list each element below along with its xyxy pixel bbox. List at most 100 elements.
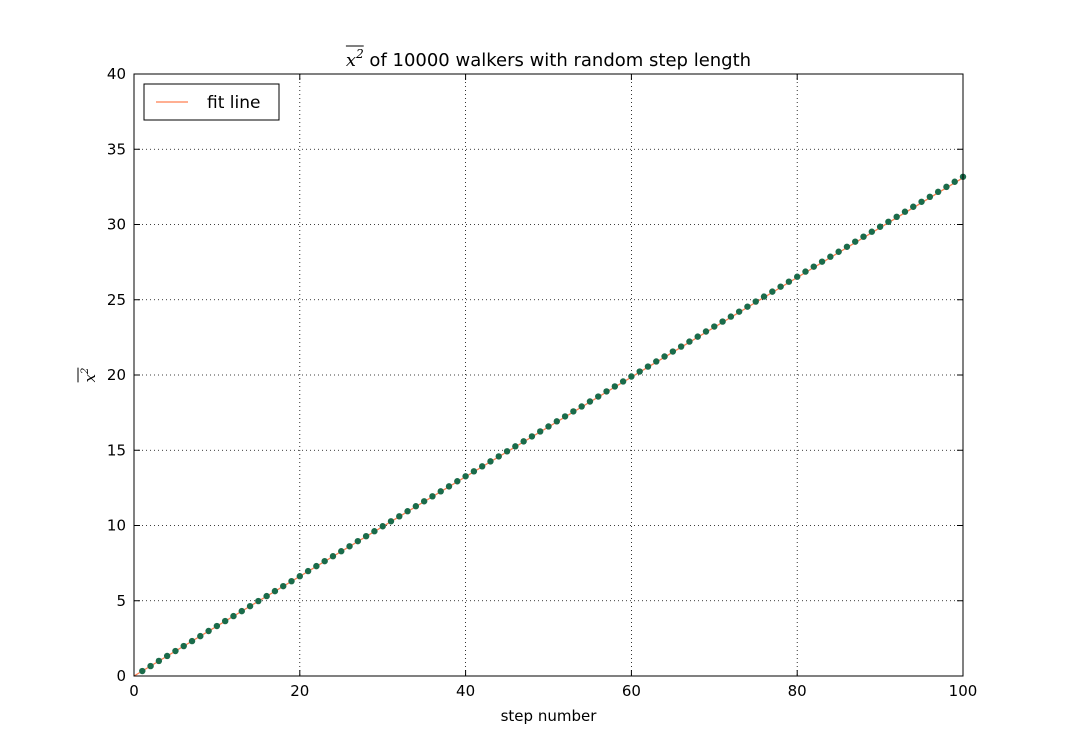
- data-point: [346, 543, 353, 550]
- data-point: [885, 218, 892, 225]
- chart-title: x2 of 10000 walkers with random step len…: [346, 47, 751, 71]
- data-point: [901, 208, 909, 215]
- data-point: [520, 438, 527, 445]
- data-point: [147, 662, 154, 670]
- data-point: [197, 632, 204, 640]
- data-point: [818, 258, 826, 265]
- data-point: [570, 408, 577, 415]
- data-point: [893, 213, 900, 221]
- data-point: [321, 557, 328, 565]
- data-point: [221, 617, 229, 625]
- data-point: [255, 597, 262, 605]
- data-point: [503, 448, 511, 455]
- x-tick-label: 40: [456, 682, 475, 700]
- data-point: [495, 453, 502, 460]
- title-math-exponent: 2: [355, 47, 364, 61]
- data-point: [188, 637, 196, 645]
- data-point: [338, 548, 345, 555]
- data-point: [296, 573, 303, 580]
- y-tick-label: 5: [116, 592, 126, 610]
- x-tick-label: 60: [622, 682, 641, 700]
- data-point: [313, 562, 320, 570]
- data-point: [354, 537, 362, 545]
- data-point: [180, 642, 187, 650]
- y-tick-label: 30: [107, 216, 126, 234]
- data-point: [586, 398, 594, 405]
- data-point: [553, 418, 560, 425]
- data-point: [371, 528, 378, 535]
- y-tick-label: 10: [107, 517, 126, 535]
- data-point: [852, 238, 859, 245]
- data-point: [619, 378, 627, 385]
- y-axis-label: x2: [77, 367, 99, 383]
- y-tick-label: 20: [107, 366, 126, 384]
- data-point: [155, 657, 163, 665]
- data-point: [288, 577, 295, 585]
- data-point: [868, 228, 876, 235]
- data-point: [595, 393, 602, 400]
- data-point: [462, 473, 469, 480]
- data-point: [810, 263, 817, 270]
- data-point: [918, 198, 925, 205]
- data-point: [603, 388, 610, 395]
- data-point: [304, 567, 312, 575]
- data-point: [843, 243, 851, 250]
- data-point: [860, 233, 867, 240]
- data-point: [205, 627, 212, 635]
- data-point: [246, 602, 254, 610]
- y-tick-labels: 0 5 10 15 20 25 30 35 40: [107, 65, 126, 685]
- data-point: [387, 518, 395, 525]
- data-point: [727, 313, 735, 320]
- data-point: [545, 423, 552, 430]
- data-point: [611, 383, 619, 390]
- title-text: of 10000 walkers with random step length: [364, 50, 751, 71]
- data-point: [263, 592, 270, 600]
- data-point: [735, 308, 743, 315]
- data-point: [677, 343, 685, 350]
- data-point: [230, 612, 237, 620]
- data-point: [943, 183, 950, 191]
- data-point: [454, 478, 461, 485]
- data-point: [876, 223, 884, 230]
- data-point: [512, 443, 519, 450]
- scatter-points-layer: [139, 173, 967, 675]
- data-point: [528, 433, 536, 440]
- data-point: [686, 338, 693, 345]
- legend-label-fit-line: fit line: [207, 93, 260, 113]
- data-point: [578, 403, 585, 410]
- data-point: [379, 523, 386, 530]
- data-point: [802, 268, 809, 275]
- x-axis-label: step number: [501, 707, 598, 725]
- data-point: [213, 622, 221, 630]
- data-point: [934, 188, 942, 196]
- data-point: [752, 298, 759, 305]
- data-point: [362, 532, 370, 540]
- data-point: [404, 508, 411, 515]
- data-point: [926, 193, 934, 201]
- data-point: [669, 348, 677, 355]
- data-point: [719, 318, 726, 325]
- data-point: [910, 203, 917, 210]
- data-point: [280, 582, 287, 590]
- y-tick-label: 15: [107, 441, 126, 459]
- data-point: [238, 607, 245, 615]
- grid-layer: [133, 73, 964, 677]
- data-point: [139, 667, 146, 675]
- data-point: [628, 373, 635, 380]
- data-point: [420, 498, 428, 505]
- y-tick-label: 25: [107, 291, 126, 309]
- data-point: [437, 488, 444, 495]
- data-point: [537, 428, 544, 435]
- title-math-base: x: [346, 50, 356, 71]
- data-point: [785, 278, 793, 285]
- data-point: [445, 483, 453, 490]
- x-tick-label: 80: [788, 682, 807, 700]
- y-axis-label-exponent: 2: [80, 368, 91, 375]
- data-point: [163, 652, 171, 660]
- x-tick-label: 0: [129, 682, 139, 700]
- data-point: [329, 553, 337, 560]
- x-tick-label: 20: [290, 682, 309, 700]
- data-point: [172, 647, 179, 655]
- data-point: [487, 458, 494, 465]
- data-point: [711, 323, 718, 330]
